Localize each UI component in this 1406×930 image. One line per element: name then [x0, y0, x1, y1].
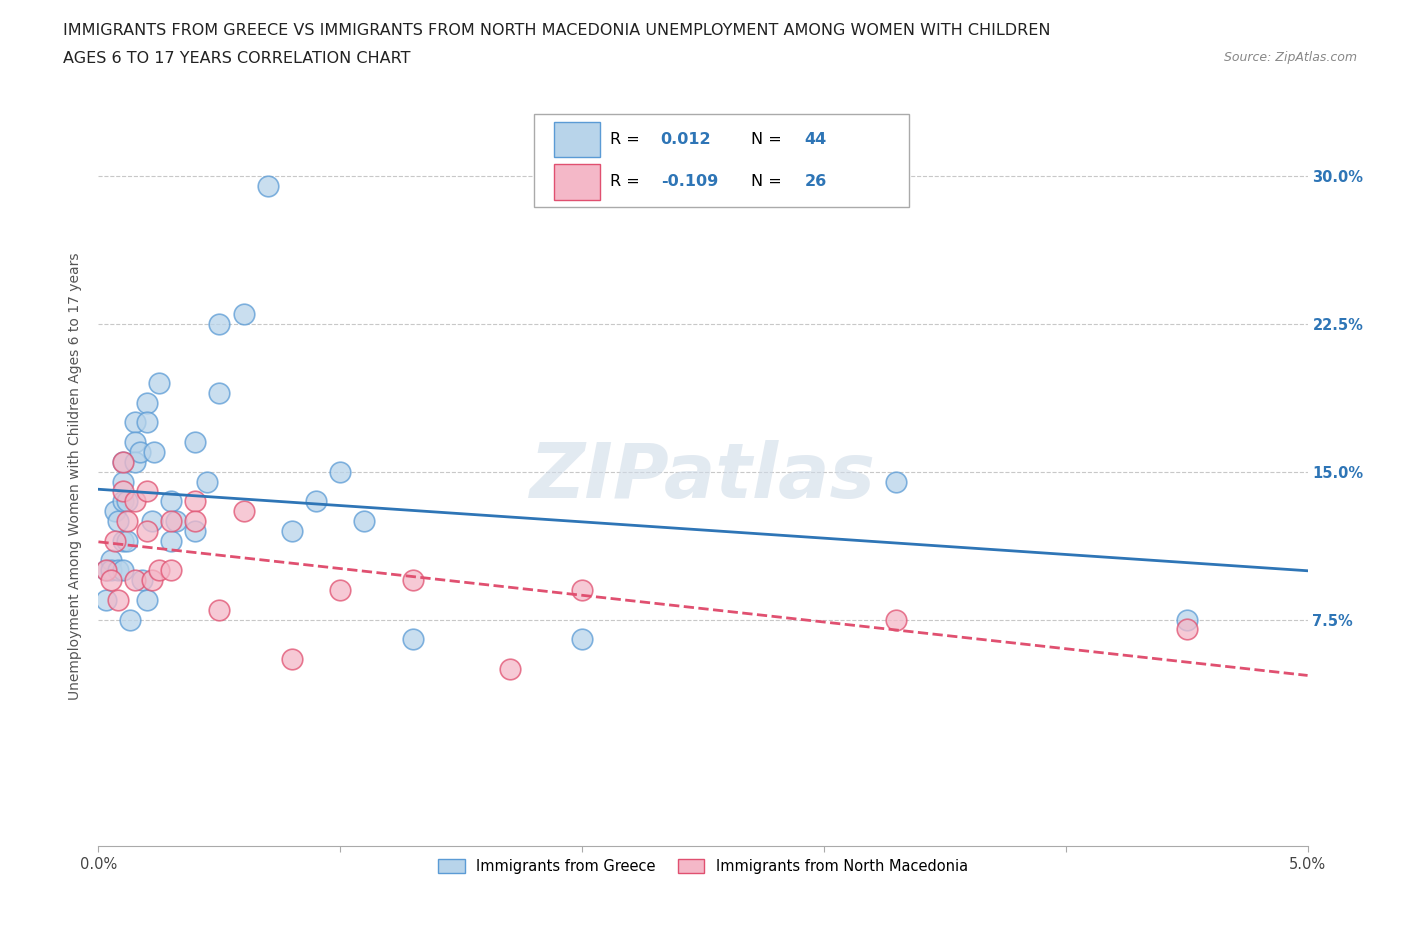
Point	[160, 494, 183, 509]
Point	[184, 494, 207, 509]
Point	[100, 563, 122, 578]
Point	[184, 524, 207, 538]
Point	[208, 316, 231, 331]
Point	[402, 631, 425, 646]
FancyBboxPatch shape	[554, 164, 600, 200]
Point	[402, 573, 425, 588]
Point	[886, 612, 908, 627]
Point	[111, 455, 134, 470]
Point	[135, 484, 157, 498]
Text: IMMIGRANTS FROM GREECE VS IMMIGRANTS FROM NORTH MACEDONIA UNEMPLOYMENT AMONG WOM: IMMIGRANTS FROM GREECE VS IMMIGRANTS FRO…	[63, 23, 1050, 38]
Point	[281, 524, 304, 538]
Point	[232, 307, 254, 322]
Point	[117, 494, 139, 509]
Point	[886, 474, 908, 489]
Point	[111, 533, 134, 548]
Point	[141, 573, 163, 588]
Point	[1175, 612, 1198, 627]
Point	[1175, 622, 1198, 637]
Point	[111, 474, 134, 489]
Point	[184, 513, 207, 528]
Text: R =: R =	[610, 174, 645, 190]
Point	[128, 445, 150, 459]
Point	[256, 179, 278, 193]
Point	[195, 474, 218, 489]
Point	[208, 385, 231, 400]
Point	[135, 395, 157, 410]
Point	[94, 563, 117, 578]
Point	[305, 494, 328, 509]
Point	[124, 455, 146, 470]
Point	[124, 494, 146, 509]
Point	[135, 415, 157, 430]
Text: N =: N =	[751, 174, 787, 190]
Point	[329, 464, 352, 479]
Point	[94, 563, 117, 578]
Legend: Immigrants from Greece, Immigrants from North Macedonia: Immigrants from Greece, Immigrants from …	[433, 853, 973, 880]
Point	[124, 415, 146, 430]
Point	[148, 376, 170, 391]
Point	[135, 592, 157, 607]
Text: 26: 26	[804, 174, 827, 190]
Text: 44: 44	[804, 132, 827, 147]
Text: R =: R =	[610, 132, 645, 147]
Point	[329, 582, 352, 597]
Point	[165, 513, 187, 528]
Point	[232, 504, 254, 519]
Point	[117, 533, 139, 548]
Point	[104, 533, 127, 548]
Point	[124, 573, 146, 588]
Y-axis label: Unemployment Among Women with Children Ages 6 to 17 years: Unemployment Among Women with Children A…	[69, 253, 83, 700]
Point	[184, 434, 207, 449]
Point	[571, 582, 593, 597]
Point	[281, 652, 304, 667]
Point	[160, 533, 183, 548]
FancyBboxPatch shape	[534, 114, 908, 206]
FancyBboxPatch shape	[554, 122, 600, 157]
Point	[111, 455, 134, 470]
Point	[143, 445, 166, 459]
Point	[107, 513, 129, 528]
Text: ZIPatlas: ZIPatlas	[530, 440, 876, 513]
Point	[111, 494, 134, 509]
Point	[94, 592, 117, 607]
Point	[100, 553, 122, 568]
Text: N =: N =	[751, 132, 787, 147]
Point	[498, 661, 520, 676]
Text: -0.109: -0.109	[661, 174, 718, 190]
Point	[131, 573, 153, 588]
Point	[107, 563, 129, 578]
Point	[111, 484, 134, 498]
Text: AGES 6 TO 17 YEARS CORRELATION CHART: AGES 6 TO 17 YEARS CORRELATION CHART	[63, 51, 411, 66]
Point	[571, 631, 593, 646]
Point	[104, 504, 127, 519]
Text: 0.012: 0.012	[661, 132, 711, 147]
Point	[111, 563, 134, 578]
Point	[208, 603, 231, 618]
Point	[141, 513, 163, 528]
Point	[100, 573, 122, 588]
Point	[160, 513, 183, 528]
Point	[117, 513, 139, 528]
Point	[124, 434, 146, 449]
Point	[107, 592, 129, 607]
Point	[135, 524, 157, 538]
Point	[160, 563, 183, 578]
Text: Source: ZipAtlas.com: Source: ZipAtlas.com	[1223, 51, 1357, 64]
Point	[118, 612, 141, 627]
Point	[353, 513, 375, 528]
Point	[148, 563, 170, 578]
